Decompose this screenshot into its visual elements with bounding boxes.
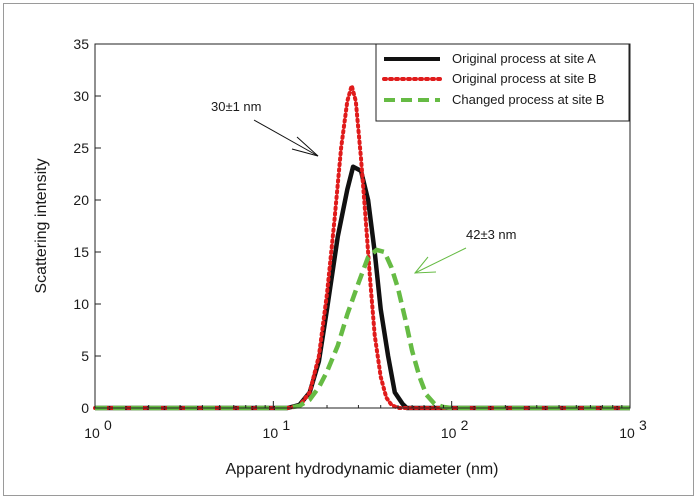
legend-label-site-b: Original process at site B — [452, 71, 597, 86]
x-axis-label: Apparent hydrodynamic diameter (nm) — [225, 461, 498, 478]
legend-label-changed-b: Changed process at site B — [452, 92, 604, 107]
y-tick-label: 15 — [73, 244, 89, 260]
annotations: 30±1 nm 42±3 nm — [211, 99, 517, 274]
x-tick-label: 10 — [441, 425, 457, 441]
y-tick-label: 10 — [73, 296, 89, 312]
legend-label-site-a: Original process at site A — [452, 51, 596, 66]
y-tick-label: 35 — [73, 36, 89, 52]
x-tick-exponent: 0 — [104, 417, 112, 433]
annotation-30nm-arrowhead — [291, 136, 319, 157]
annotation-42nm-arrowhead — [413, 256, 437, 274]
annotation-42nm-arrow — [414, 247, 467, 274]
annotation-30nm-arrow — [253, 119, 319, 157]
x-tick-exponent: 3 — [639, 417, 647, 433]
plot-border — [94, 43, 631, 409]
y-tick-label: 5 — [81, 348, 89, 364]
x-tick-exponent: 2 — [461, 417, 469, 433]
series-line-2 — [95, 247, 630, 411]
x-tick-label: 10 — [263, 425, 279, 441]
plot-area — [93, 83, 632, 411]
annotation-42nm: 42±3 nm — [466, 227, 517, 242]
y-axis-label: Scattering intensity — [33, 158, 50, 293]
legend-box — [375, 43, 630, 122]
x-tick-label: 10 — [84, 425, 100, 441]
y-tick-label: 20 — [73, 192, 89, 208]
annotation-30nm: 30±1 nm — [211, 99, 262, 114]
y-tick-label: 25 — [73, 140, 89, 156]
series-line-1 — [93, 83, 632, 410]
x-tick-exponent: 1 — [282, 417, 290, 433]
x-tick-label: 10 — [619, 425, 635, 441]
y-tick-label: 30 — [73, 88, 89, 104]
legend: Original process at site A Original proc… — [375, 43, 630, 122]
y-tick-label: 0 — [81, 400, 89, 416]
